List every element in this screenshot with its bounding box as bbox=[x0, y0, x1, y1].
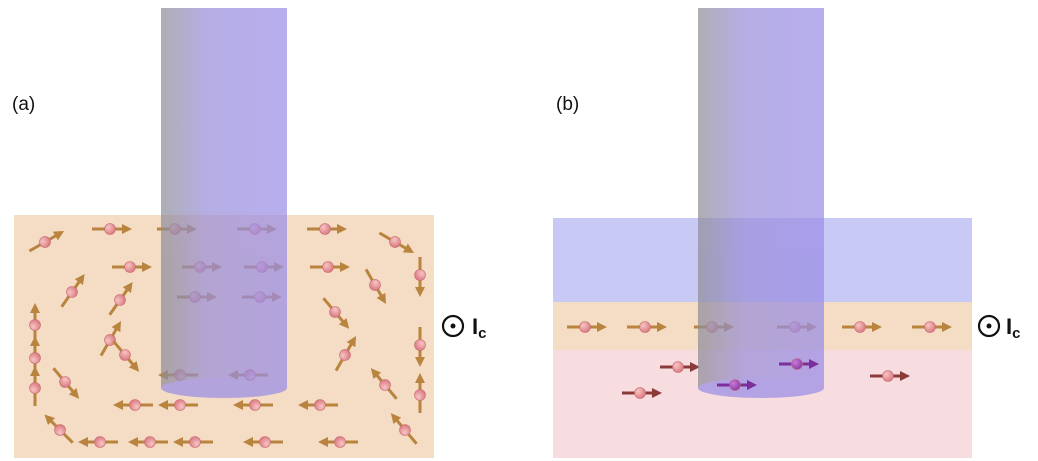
current-subscript: c bbox=[478, 325, 486, 342]
current-label: Ic bbox=[1006, 314, 1020, 342]
electron bbox=[190, 437, 201, 448]
panel-label: (a) bbox=[12, 94, 35, 115]
electron bbox=[95, 437, 106, 448]
electron bbox=[580, 322, 591, 333]
electron bbox=[105, 224, 116, 235]
electron bbox=[175, 400, 186, 411]
electron bbox=[315, 400, 326, 411]
current-dot bbox=[987, 324, 992, 329]
electron bbox=[415, 340, 426, 351]
electron bbox=[323, 262, 334, 273]
electron bbox=[792, 359, 803, 370]
electron bbox=[415, 270, 426, 281]
cylinder bbox=[698, 8, 824, 398]
page: (a) Ic (b) Ic (() => { const data = JSON… bbox=[0, 0, 1038, 461]
electron bbox=[640, 322, 651, 333]
panel-label: (b) bbox=[556, 94, 579, 115]
electron bbox=[335, 437, 346, 448]
electron bbox=[145, 437, 156, 448]
electron bbox=[883, 371, 894, 382]
current-label: Ic bbox=[472, 314, 486, 342]
electron bbox=[260, 437, 271, 448]
current-dot bbox=[451, 324, 456, 329]
electron bbox=[925, 322, 936, 333]
electron bbox=[320, 224, 331, 235]
electron bbox=[130, 400, 141, 411]
electron bbox=[730, 380, 741, 391]
electron bbox=[30, 383, 41, 394]
electron bbox=[673, 362, 684, 373]
figure: (a) Ic (b) Ic bbox=[0, 0, 1038, 461]
cylinder bbox=[161, 8, 287, 398]
electron bbox=[30, 320, 41, 331]
electron bbox=[30, 353, 41, 364]
current-subscript: c bbox=[1012, 325, 1020, 342]
electron bbox=[250, 400, 261, 411]
electron bbox=[635, 388, 646, 399]
electron bbox=[125, 262, 136, 273]
electron bbox=[855, 322, 866, 333]
electron bbox=[415, 390, 426, 401]
